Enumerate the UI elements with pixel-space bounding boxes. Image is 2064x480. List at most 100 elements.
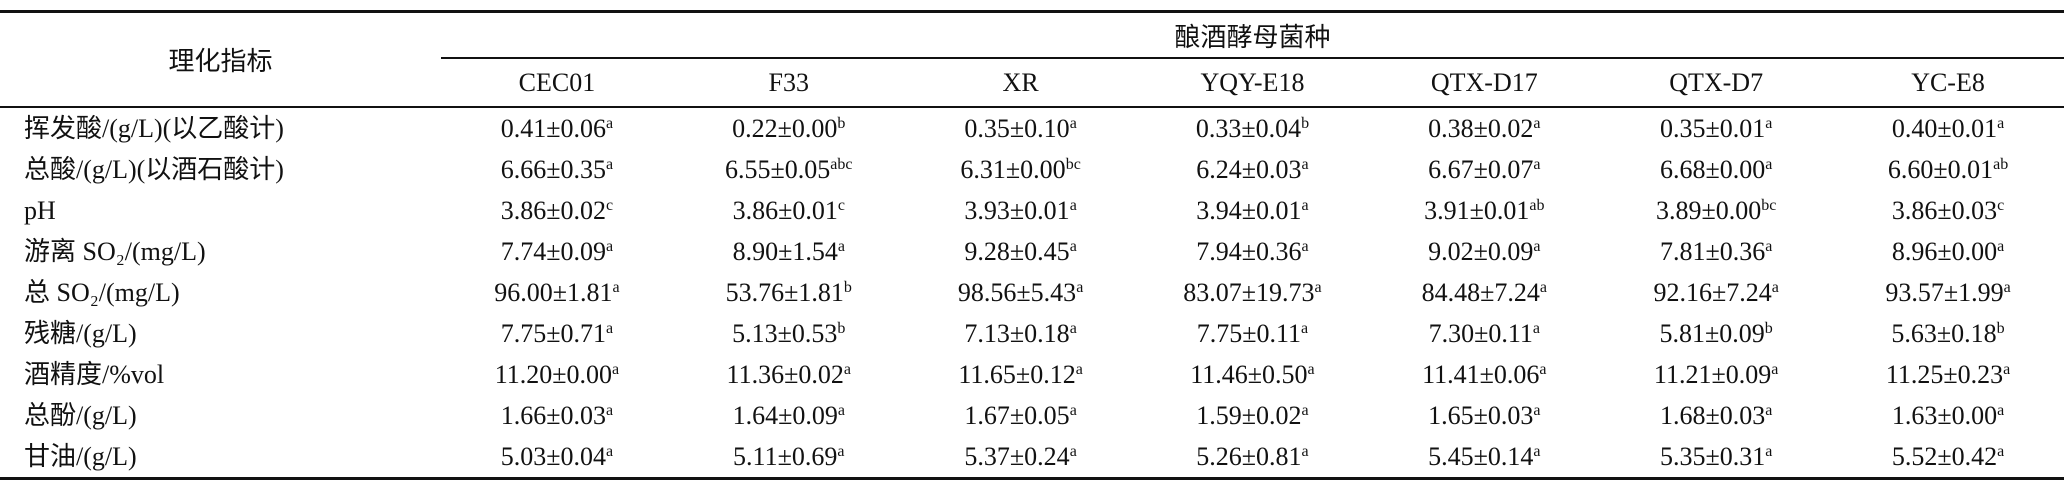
cell-value: 11.41±0.06	[1422, 360, 1540, 389]
cell-value: 6.31±0.00	[960, 155, 1066, 184]
cell: 7.94±0.36a	[1137, 231, 1369, 272]
cell-value: 3.94±0.01	[1196, 196, 1302, 225]
cell-value: 3.91±0.01	[1424, 196, 1530, 225]
cell: 3.86±0.02c	[441, 190, 673, 231]
significance-letter: a	[1765, 115, 1773, 132]
significance-letter: a	[1765, 238, 1773, 255]
cell-value: 11.65±0.12	[958, 360, 1076, 389]
cell: 6.31±0.00bc	[905, 149, 1137, 190]
significance-letter: a	[1765, 443, 1773, 460]
cell: 0.41±0.06a	[441, 107, 673, 149]
significance-letter: c	[606, 197, 614, 214]
cell-value: 5.03±0.04	[500, 442, 606, 471]
cell-value: 92.16±7.24	[1653, 278, 1772, 307]
cell-value: 96.00±1.81	[494, 278, 613, 307]
cell-value: 83.07±19.73	[1183, 278, 1315, 307]
significance-letter: a	[1075, 361, 1083, 378]
cell-value: 11.21±0.09	[1653, 360, 1772, 389]
cell: 1.66±0.03a	[441, 395, 673, 436]
cell: 9.28±0.45a	[905, 231, 1137, 272]
cell: 11.41±0.06a	[1368, 354, 1600, 395]
significance-letter: a	[1533, 156, 1541, 173]
cell: 11.25±0.23a	[1832, 354, 2064, 395]
cell-value: 7.75±0.11	[1196, 319, 1302, 348]
cell: 5.52±0.42a	[1832, 436, 2064, 480]
cell-value: 7.75±0.71	[500, 319, 606, 348]
significance-letter: a	[1997, 402, 2005, 419]
significance-letter: c	[1997, 197, 2005, 214]
cell-value: 5.81±0.09	[1659, 319, 1765, 348]
cell-value: 53.76±1.81	[725, 278, 844, 307]
cell: 53.76±1.81b	[673, 272, 905, 313]
cell-value: 5.37±0.24	[964, 442, 1070, 471]
table-row: 总酸/(g/L)(以酒石酸计) 6.66±0.35a 6.55±0.05abc 6.3…	[0, 149, 2064, 190]
significance-letter: a	[1997, 238, 2005, 255]
cell: 3.86±0.01c	[673, 190, 905, 231]
first-header: 理化指标	[0, 11, 441, 108]
cell-value: 8.90±1.54	[732, 237, 838, 266]
cell-value: 6.55±0.05	[725, 155, 831, 184]
cell: 11.46±0.50a	[1137, 354, 1369, 395]
significance-letter: a	[1765, 402, 1773, 419]
significance-letter: a	[606, 402, 614, 419]
significance-letter: a	[1997, 115, 2005, 132]
cell: 7.81±0.36a	[1600, 231, 1832, 272]
significance-letter: a	[837, 238, 845, 255]
cell: 3.91±0.01ab	[1368, 190, 1600, 231]
cell: 3.89±0.00bc	[1600, 190, 1832, 231]
cell: 96.00±1.81a	[441, 272, 673, 313]
cell: 6.24±0.03a	[1137, 149, 1369, 190]
cell: 5.45±0.14a	[1368, 436, 1601, 480]
significance-letter: ab	[1993, 156, 2009, 173]
row-label: 总 SO₂/(mg/L)	[24, 278, 180, 307]
cell: 7.13±0.18a	[905, 313, 1137, 354]
cell: 7.75±0.11a	[1137, 313, 1369, 354]
cell: 93.57±1.99a	[1832, 272, 2064, 313]
cell-value: 6.24±0.03	[1196, 155, 1302, 184]
cell-value: 0.40±0.01	[1891, 114, 1998, 143]
cell-value: 5.26±0.81	[1196, 442, 1302, 471]
significance-letter: a	[1069, 197, 1077, 214]
cell: 0.22±0.00b	[673, 107, 905, 149]
cell-value: 11.25±0.23	[1885, 360, 2004, 389]
significance-letter: a	[1301, 156, 1309, 173]
significance-letter: a	[606, 320, 614, 337]
cell: 0.33±0.04b	[1137, 107, 1369, 149]
cell: 7.30±0.11a	[1368, 313, 1600, 354]
cell-value: 1.68±0.03	[1659, 401, 1766, 430]
cell-value: 5.11±0.69	[733, 442, 838, 471]
table-row: 游离 SO₂/(mg/L) 7.74±0.09a 8.90±1.54a 9.28±0.…	[0, 231, 2064, 272]
column-header: QTX-D17	[1368, 58, 1601, 108]
cell: 92.16±7.24a	[1600, 272, 1832, 313]
cell-value: 84.48±7.24	[1421, 278, 1540, 307]
cell-value: 7.94±0.36	[1196, 237, 1302, 266]
cell-value: 11.36±0.02	[726, 360, 844, 389]
significance-letter: b	[837, 320, 846, 337]
table-row: 残糖/(g/L) 7.75±0.71a 5.13±0.53b 7.13±0.18a 7.…	[0, 313, 2064, 354]
cell: 84.48±7.24a	[1368, 272, 1600, 313]
significance-letter: a	[2003, 361, 2011, 378]
cell-value: 9.02±0.09	[1428, 237, 1534, 266]
significance-letter: a	[606, 156, 614, 173]
significance-letter: a	[837, 443, 845, 460]
significance-letter: a	[1539, 279, 1547, 296]
column-header: YC-E8	[1832, 58, 2064, 108]
row-label: 挥发酸/(g/L)(以乙酸计)	[24, 114, 284, 143]
significance-letter: a	[1765, 156, 1773, 173]
cell: 83.07±19.73a	[1137, 272, 1369, 313]
cell-value: 5.63±0.18	[1891, 319, 1997, 348]
significance-letter: bc	[1761, 197, 1777, 214]
significance-letter: a	[1076, 279, 1084, 296]
cell: 0.38±0.02a	[1368, 107, 1600, 149]
cell-value: 9.28±0.45	[964, 237, 1070, 266]
cell-value: 5.13±0.53	[732, 319, 838, 348]
row-label: 总酚/(g/L)	[24, 401, 137, 430]
cell: 5.81±0.09b	[1600, 313, 1832, 354]
cell: 1.68±0.03a	[1600, 395, 1832, 436]
data-table: 理化指标 酿酒酵母菌种 CEC01 F33 XR YQY-E18 QTX-D17 QTX-…	[0, 10, 2064, 480]
cell-value: 0.35±0.01	[1659, 114, 1766, 143]
significance-letter: a	[1532, 320, 1540, 337]
cell-value: 7.74±0.09	[500, 237, 606, 266]
cell-value: 1.67±0.05	[964, 401, 1070, 430]
cell: 11.20±0.00a	[441, 354, 673, 395]
